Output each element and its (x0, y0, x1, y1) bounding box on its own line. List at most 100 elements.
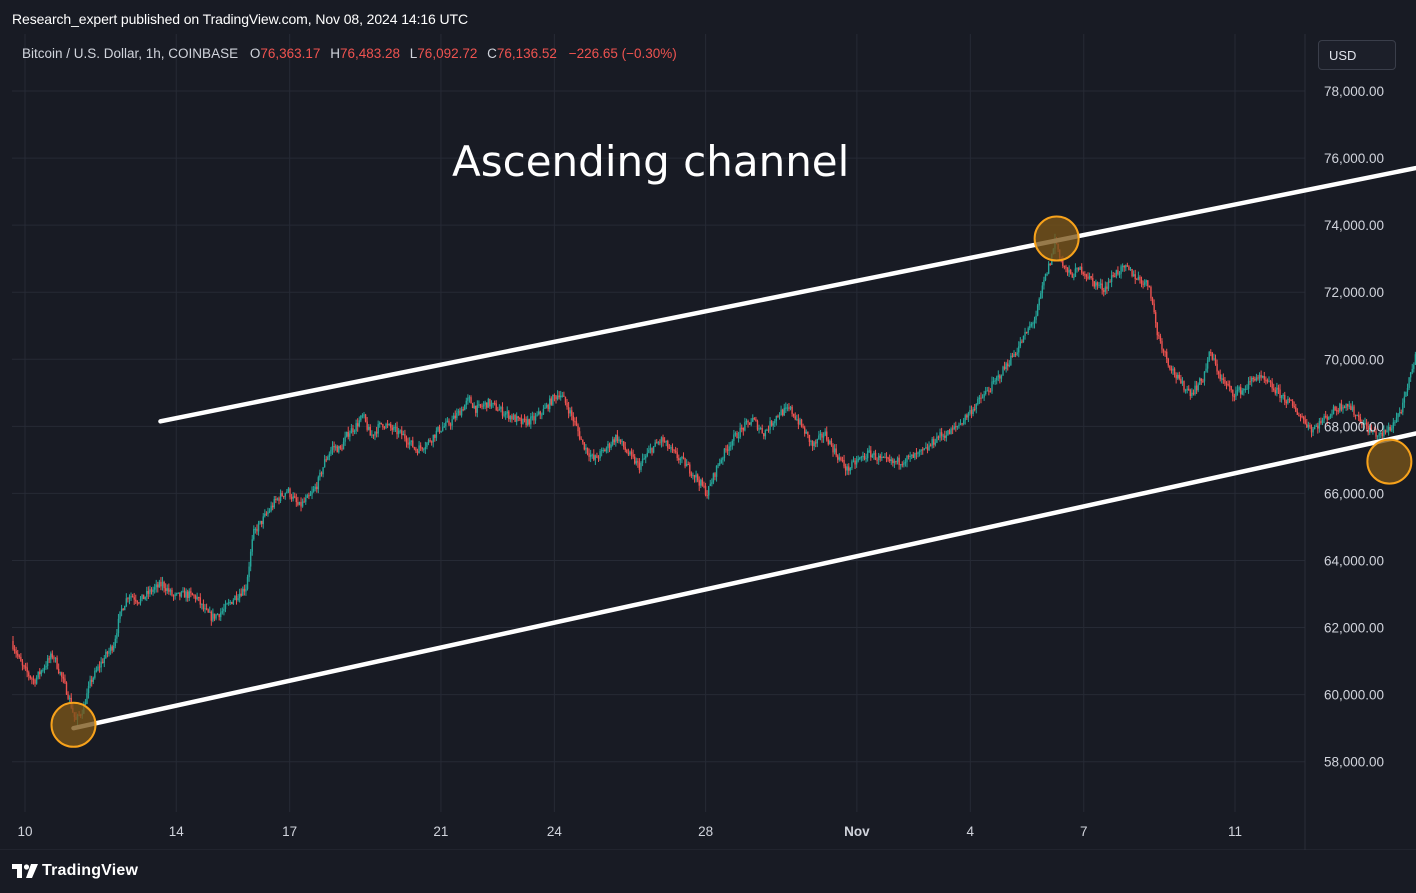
candle-body (1365, 422, 1368, 426)
candle-body (481, 406, 483, 408)
candle-body (747, 420, 749, 423)
candle-body (1214, 358, 1217, 364)
candle-body (892, 459, 894, 464)
candle-body (1315, 425, 1317, 427)
candle-body (53, 657, 55, 659)
time-axis-label: Nov (844, 824, 870, 839)
price-axis[interactable]: 78,000.00 76,000.00 74,000.00 72,000.00 70,0… (1324, 84, 1384, 770)
candle-body (591, 454, 593, 456)
time-axis-label: 17 (282, 824, 297, 839)
candle-body (852, 460, 855, 462)
candle-body (125, 598, 128, 607)
candle-body (188, 591, 190, 598)
candle-body (684, 458, 686, 467)
candle-body (470, 397, 472, 404)
candle-body (615, 434, 617, 443)
candle-body (1093, 281, 1096, 287)
candle-body (382, 424, 384, 428)
candle-body (1378, 433, 1380, 436)
candle-body (734, 433, 737, 435)
currency-button[interactable]: USD (1318, 40, 1396, 70)
candle-body (368, 426, 370, 430)
candle-body (1387, 426, 1390, 431)
candle-body (630, 451, 633, 455)
candle-body (1262, 376, 1264, 378)
candle-body (769, 421, 771, 430)
candle-body (593, 454, 595, 460)
candle-body (512, 415, 515, 420)
candle-body (621, 441, 623, 443)
candle-body (1150, 287, 1152, 299)
candle-body (881, 456, 883, 458)
candle-body (61, 672, 63, 677)
candle-body (1170, 368, 1173, 371)
candle-body (1233, 396, 1236, 398)
candle-body (973, 408, 976, 410)
candle-body (770, 421, 773, 426)
candle-body (334, 446, 337, 448)
price-axis-label: 74,000.00 (1324, 218, 1384, 233)
candle-body (1266, 379, 1269, 382)
candle-body (227, 602, 230, 604)
candle-body (1302, 417, 1305, 420)
candle-body (1397, 413, 1399, 418)
candle-body (1337, 410, 1339, 412)
time-axis-label: 28 (698, 824, 713, 839)
candle-body (24, 666, 27, 668)
candle-body (179, 592, 181, 597)
legend-low-label: L (410, 46, 418, 61)
price-chart[interactable]: Bitcoin / U.S. Dollar, 1h, COINBASE O76,… (0, 34, 1416, 850)
candle-body (945, 435, 948, 438)
candle-body (364, 414, 367, 422)
candle-body (717, 464, 719, 466)
candle-body (783, 407, 785, 416)
candle-body (959, 423, 962, 426)
candle-body (177, 592, 179, 594)
candle-body (539, 411, 541, 415)
candle-body (155, 584, 157, 588)
candle-body (465, 400, 467, 405)
candle-body (453, 415, 455, 420)
candle-body (1121, 265, 1124, 267)
candle-body (604, 450, 606, 452)
price-axis-label: 76,000.00 (1324, 151, 1384, 166)
time-axis[interactable]: 10 14 17 21 24 28 Nov 4 7 11 (17, 824, 1242, 839)
candle-body (1202, 380, 1204, 382)
candle-body (139, 599, 142, 603)
candle-body (330, 449, 332, 454)
candle-body (150, 589, 153, 592)
candle-body (711, 482, 713, 484)
candle-body (297, 502, 299, 505)
candle-body (962, 420, 965, 425)
candle-body (719, 462, 721, 465)
candle-body (1101, 283, 1103, 291)
candle-body (1110, 275, 1113, 283)
candle-body (1391, 428, 1393, 431)
candle-body (560, 395, 562, 398)
candle-body (48, 658, 50, 660)
candle-body (1103, 290, 1105, 292)
candle-body (144, 596, 146, 600)
candle-body (586, 447, 589, 454)
candle-body (199, 597, 201, 605)
candle-body (564, 396, 567, 403)
candle-body (1076, 267, 1078, 269)
candle-body (158, 581, 161, 588)
candle-body (358, 420, 360, 427)
candle-body (1376, 435, 1379, 437)
candle-body (679, 458, 682, 461)
candle-body (1313, 426, 1316, 430)
candle-body (689, 464, 691, 474)
candle-body (563, 395, 565, 397)
candle-body (816, 439, 818, 444)
candle-body (1284, 395, 1286, 402)
candle-body (301, 501, 304, 507)
candle-body (981, 397, 984, 399)
candle-body (419, 445, 422, 448)
candle-body (1347, 404, 1349, 407)
tradingview-logo[interactable]: TradingView (12, 862, 138, 880)
candle-body (555, 396, 557, 400)
candle-body (1118, 273, 1121, 275)
candle-body (844, 466, 847, 471)
time-axis-label: 21 (433, 824, 448, 839)
